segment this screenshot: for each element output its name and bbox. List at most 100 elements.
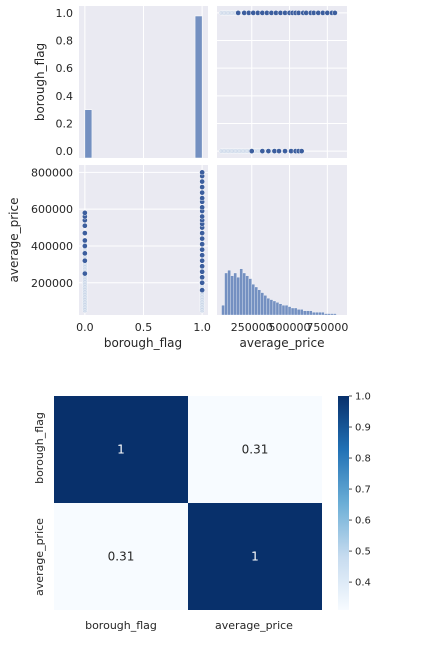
- hist-bar: [194, 15, 203, 159]
- hist-bar: [224, 272, 228, 316]
- heatmap-annotation: 0.31: [108, 550, 135, 564]
- hist-bar: [290, 307, 295, 316]
- hist-bar: [303, 310, 307, 316]
- hist-bar: [269, 299, 274, 316]
- hist-bar: [272, 300, 277, 316]
- ytick-label: 200000: [31, 277, 73, 290]
- scatter-point: [82, 210, 88, 216]
- hist-bar: [257, 289, 261, 316]
- hist-bar: [330, 313, 334, 316]
- hist-bar: [84, 109, 93, 159]
- xtick-label: 500000: [269, 321, 311, 334]
- heatmap-cells: 1 0.31 0.31 1: [54, 396, 322, 610]
- scatter-point: [199, 169, 205, 176]
- ylabel-borough-flag: borough_flag: [33, 43, 47, 121]
- scatter-point: [199, 274, 205, 281]
- scatter-point: [199, 189, 205, 196]
- colorbar-tick-label: 0.4: [355, 578, 371, 589]
- scatter-point: [199, 178, 205, 185]
- hist-bar: [306, 310, 310, 316]
- ytick-label: 0.2: [56, 117, 74, 130]
- scatter-point: [82, 257, 88, 264]
- xlabel-average-price: average_price: [240, 336, 325, 350]
- scatter-point: [276, 148, 282, 154]
- hist-bar: [266, 298, 271, 316]
- xtick-label: 0.5: [135, 321, 153, 334]
- hist-bar: [242, 272, 246, 316]
- hist-average-price-panel: [217, 165, 347, 316]
- hist-bar: [287, 306, 292, 316]
- scatter-price-vs-flag-top-panel: [217, 6, 347, 158]
- hist-bar: [230, 275, 234, 316]
- hist-bar: [327, 313, 331, 316]
- pairplot: 0.0 0.2 0.4 0.6 0.8 1.0 200000 400000 600000 8000…: [7, 6, 348, 350]
- xtick-label: 0.0: [76, 321, 94, 334]
- ytick-label: 0.6: [56, 62, 74, 75]
- scatter-point: [199, 252, 205, 259]
- scatter-point: [199, 257, 205, 264]
- scatter-point: [265, 148, 272, 154]
- heatmap-xtick-average-price: average_price: [215, 619, 293, 632]
- heatmap-annotation: 1: [117, 443, 125, 457]
- scatter-point: [82, 250, 88, 257]
- xtick-label: 1.0: [193, 321, 211, 334]
- heatmap-cell: [188, 503, 322, 610]
- hist-bar: [318, 312, 322, 316]
- heatmap-cell: [188, 396, 322, 503]
- hist-bar: [321, 312, 325, 316]
- ytick-label: 0.4: [56, 90, 74, 103]
- scatter-point: [82, 222, 88, 229]
- hist-bar: [236, 277, 240, 316]
- scatter-point: [199, 204, 205, 211]
- heatmap-cell: [54, 503, 188, 610]
- hist-bar: [245, 275, 249, 316]
- scatter-point: [298, 148, 305, 154]
- colorbar: [338, 396, 349, 610]
- scatter-point: [259, 148, 266, 154]
- scatter-point: [199, 279, 205, 286]
- colorbar-tick-label: 0.5: [355, 547, 371, 558]
- hist-bar: [278, 303, 283, 316]
- hist-bar: [233, 272, 237, 316]
- heatmap-annotation: 0.31: [242, 443, 269, 457]
- ytick-label: 600000: [31, 203, 73, 216]
- hist-bar: [251, 284, 255, 316]
- hist-bar: [275, 302, 280, 316]
- scatter-point: [282, 148, 288, 154]
- scatter-point: [82, 230, 88, 236]
- heatmap-cell: [54, 396, 188, 503]
- colorbar-tick-label: 0.9: [355, 423, 371, 434]
- ytick-label: 800000: [31, 166, 73, 179]
- ytick-label: 0.8: [56, 35, 74, 48]
- scatter-point: [199, 230, 205, 236]
- hist-borough-flag-panel: [79, 6, 208, 159]
- colorbar-ticks: 0.4 0.5 0.6 0.7 0.8 0.9 1.0: [349, 392, 371, 589]
- scatter-point: [199, 195, 205, 201]
- scatter-point: [235, 10, 242, 16]
- hist-bar: [296, 309, 301, 316]
- pairplot-ticks: 0.0 0.2 0.4 0.6 0.8 1.0 200000 400000 600000 8000…: [31, 7, 348, 334]
- scatter-point: [248, 148, 255, 154]
- hist-bar: [315, 312, 319, 316]
- scatter-point: [199, 213, 205, 220]
- ytick-label: 0.0: [56, 145, 74, 158]
- scatter-point: [199, 268, 205, 275]
- scatter-point: [199, 263, 205, 270]
- scatter-point: [199, 184, 205, 190]
- ytick-label: 1.0: [56, 7, 74, 20]
- colorbar-tick-label: 0.6: [355, 516, 371, 527]
- ylabel-average-price: average_price: [7, 198, 21, 283]
- hist-bar: [309, 310, 313, 316]
- heatmap-ytick-average-price: average_price: [33, 518, 46, 596]
- hist-bar: [324, 313, 328, 316]
- scatter-point: [199, 235, 205, 242]
- scatter-point: [199, 287, 205, 294]
- xtick-label: 750000: [306, 321, 348, 334]
- hist-bar: [312, 312, 316, 316]
- hist-bar: [293, 307, 298, 316]
- scatter-point: [199, 246, 205, 253]
- heatmap-annotation: 1: [251, 550, 259, 564]
- hist-bar: [263, 295, 268, 316]
- xtick-label: 250000: [231, 321, 273, 334]
